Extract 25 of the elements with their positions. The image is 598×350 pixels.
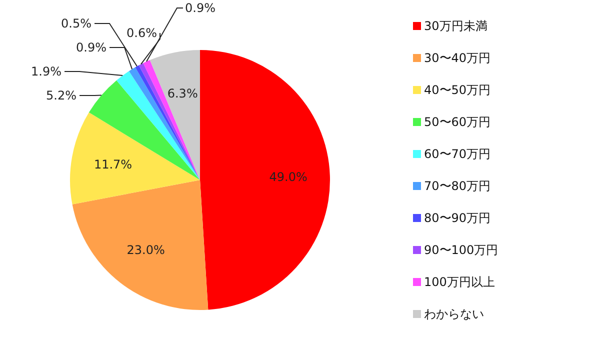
legend-label: 40〜50万円 [424, 83, 491, 97]
legend-label: 30〜40万円 [424, 51, 491, 65]
data-label: 0.5% [61, 16, 92, 30]
pie-slice [70, 112, 200, 204]
data-label: 0.9% [185, 1, 216, 15]
legend-label: 80〜90万円 [424, 211, 491, 225]
legend-label: 60〜70万円 [424, 147, 491, 161]
legend-label: わからない [424, 307, 484, 321]
pie-slice [150, 50, 200, 180]
legend-label: 100万円以上 [424, 275, 495, 289]
legend-label: 50〜60万円 [424, 115, 491, 129]
data-label: 6.3% [167, 86, 198, 100]
pie-slice [88, 80, 200, 180]
legend-label: 30万円未満 [424, 19, 488, 33]
legend-label: 70〜80万円 [424, 179, 491, 193]
legend-label: 90〜100万円 [424, 243, 498, 257]
data-label: 0.9% [76, 40, 106, 54]
data-label: 0.6% [126, 26, 157, 40]
pie-slice [72, 180, 208, 310]
data-label: 49.0% [269, 170, 308, 184]
data-label: 23.0% [126, 242, 165, 257]
data-label: 5.2% [46, 88, 76, 102]
pie-slice [200, 50, 330, 310]
data-label: 11.7% [94, 157, 132, 172]
data-label: 1.9% [31, 64, 62, 78]
